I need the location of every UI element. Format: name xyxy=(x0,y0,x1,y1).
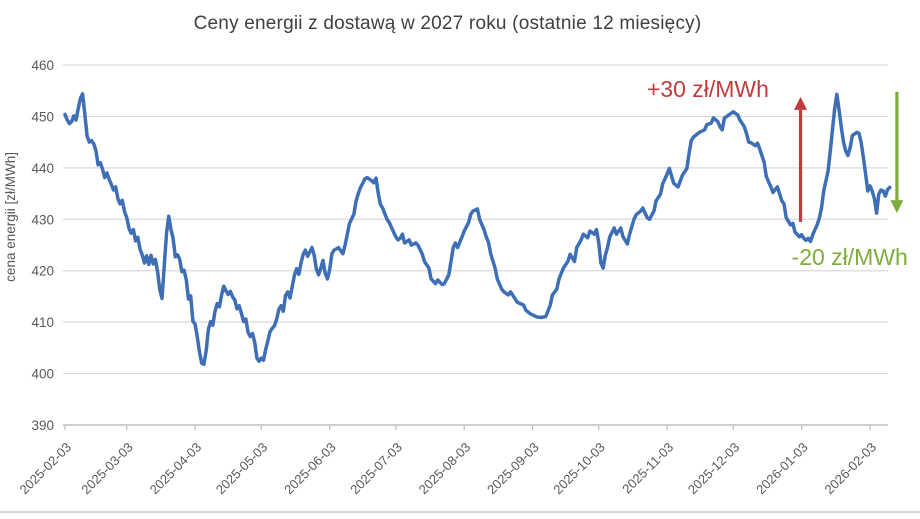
x-tick-label: 2025-11-03 xyxy=(619,440,676,497)
x-tick-label: 2025-10-03 xyxy=(550,440,608,498)
y-tick-label: 450 xyxy=(31,109,54,124)
x-tick-label: 2025-03-03 xyxy=(78,440,136,498)
x-tick-label: 2025-07-03 xyxy=(347,440,405,498)
price-decrease-annotation: -20 zł/MWh xyxy=(791,244,908,271)
y-tick-label: 460 xyxy=(31,58,54,73)
x-tick-label: 2025-08-03 xyxy=(416,440,474,498)
x-tick-label: 2026-01-03 xyxy=(753,440,811,498)
x-tick-label: 2025-12-03 xyxy=(685,440,743,498)
x-tick-label: 2025-05-03 xyxy=(213,440,271,498)
y-tick-label: 410 xyxy=(31,315,54,330)
y-tick-label: 440 xyxy=(31,161,54,176)
y-tick-label: 390 xyxy=(31,418,54,433)
x-tick-label: 2025-06-03 xyxy=(281,440,339,498)
y-axis-title: cena energii [zł/MWh] xyxy=(3,152,18,282)
x-tick-label: 2025-02-03 xyxy=(16,440,74,498)
x-tick-label: 2025-04-03 xyxy=(147,440,205,498)
down-arrow-icon xyxy=(890,200,904,214)
price-increase-annotation: +30 zł/MWh xyxy=(646,75,769,102)
chart-title: Ceny energii z dostawą w 2027 roku (osta… xyxy=(193,13,702,34)
y-tick-label: 400 xyxy=(31,367,54,382)
x-tick-label: 2026-02-03 xyxy=(821,440,879,498)
price-line xyxy=(63,92,892,367)
y-tick-label: 430 xyxy=(31,212,54,227)
y-tick-label: 420 xyxy=(31,264,54,279)
x-tick-label: 2025-09-03 xyxy=(484,440,542,498)
up-arrow-icon xyxy=(794,96,808,110)
bottom-divider xyxy=(0,511,920,513)
